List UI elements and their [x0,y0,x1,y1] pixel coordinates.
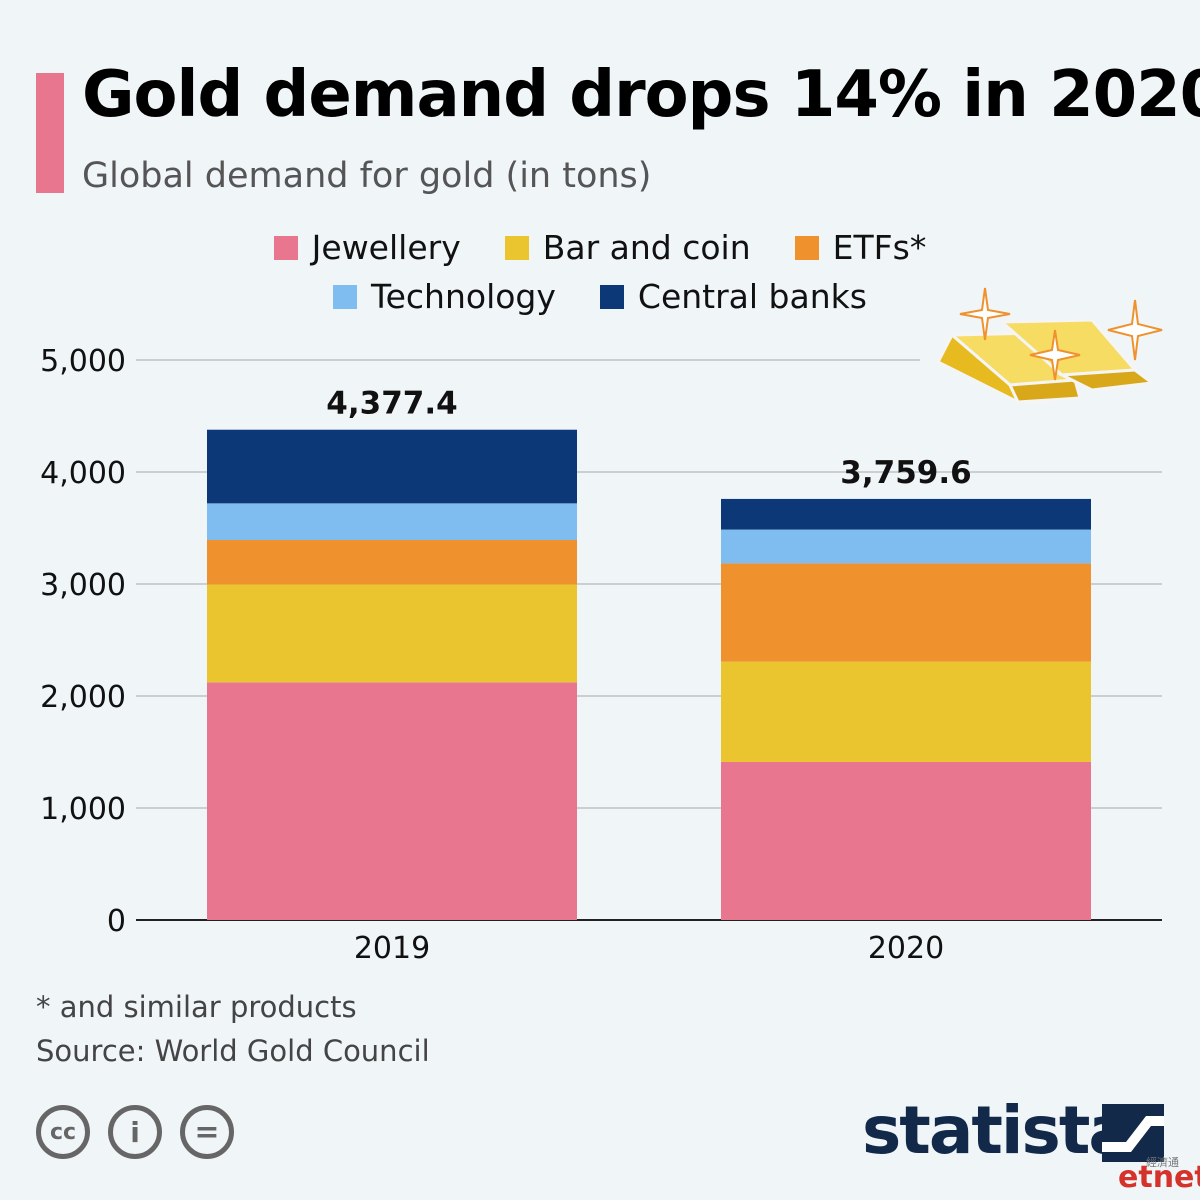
bar-segment-etfs-2019 [207,539,577,585]
legend-item-etfs: ETFs* [794,228,927,267]
y-tick-label: 0 [107,904,126,939]
nd-equals-icon[interactable]: = [180,1105,234,1159]
bar-segment-technology-2020 [721,529,1091,564]
gold-bars-illustration-icon [935,287,1163,406]
total-label-2019: 4,377.4 [326,386,457,422]
bars [207,429,1091,920]
x-axis-tick-labels: 2019 2020 [354,931,944,966]
chart-subtitle: Global demand for gold (in tons) [82,156,652,196]
y-axis-tick-labels: 0 1,000 2,000 3,000 4,000 5,000 [40,344,126,939]
legend-row-2: Technology Central banks [0,277,1200,316]
statista-logo[interactable]: statista [862,1092,1133,1169]
bar-segment-central-banks-2020 [721,498,1091,530]
watermark-chinese: 經濟通 [1146,1156,1179,1169]
y-tick-label: 1,000 [40,792,126,827]
by-person-icon-glyph: i [130,1115,140,1149]
legend-label-jewellery: Jewellery [311,228,461,267]
x-tick-label-2020: 2020 [868,931,944,966]
y-tick-label: 2,000 [40,680,126,715]
bar-segment-jewellery-2020 [721,761,1091,920]
legend-row-1: Jewellery Bar and coin ETFs* [0,228,1200,267]
legend-item-jewellery: Jewellery [273,228,461,267]
etnet-watermark: etnet [1118,1160,1200,1195]
total-labels: 4,377.4 3,759.6 [326,386,971,491]
legend-label-etfs: ETFs* [832,228,927,267]
bar-segment-jewellery-2019 [207,682,577,920]
y-tick-label: 3,000 [40,568,126,603]
legend-item-bar-and-coin: Bar and coin [504,228,751,267]
legend-item-central-banks: Central banks [599,277,867,316]
legend-item-technology: Technology [333,277,556,316]
title-accent-bar [36,73,64,193]
legend-swatch-etfs [794,235,819,260]
legend-label-bar-and-coin: Bar and coin [542,228,751,267]
x-tick-label-2019: 2019 [354,931,430,966]
stacked-bar-chart: 0 1,000 2,000 3,000 4,000 5,000 2019 2020 4,37… [40,287,1163,966]
bar-segment-central-banks-2019 [207,429,577,504]
legend-label-technology: Technology [371,277,556,316]
legend: Jewellery Bar and coin ETFs* Technology … [0,228,1200,326]
legend-swatch-central-banks [599,284,624,309]
by-person-icon[interactable]: i [108,1105,162,1159]
legend-swatch-technology [333,284,358,309]
bar-segment-etfs-2020 [721,563,1091,662]
legend-swatch-jewellery [273,235,298,260]
cc-icon-glyph: cc [49,1119,77,1145]
statista-logo-icon [1102,1104,1164,1162]
bar-segment-technology-2019 [207,503,577,540]
legend-label-central-banks: Central banks [637,277,867,316]
bar-segment-bar-and-coin-2019 [207,584,577,683]
legend-swatch-bar-and-coin [504,235,529,260]
footnote: * and similar products [36,990,357,1024]
bar-segment-bar-and-coin-2020 [721,661,1091,762]
total-label-2020: 3,759.6 [840,455,971,491]
y-tick-label: 5,000 [40,344,126,379]
nd-equals-icon-glyph: = [194,1114,220,1150]
y-tick-label: 4,000 [40,456,126,491]
source-note: Source: World Gold Council [36,1034,430,1068]
chart-title: Gold demand drops 14% in 2020 [82,58,1200,132]
cc-icon[interactable]: cc [36,1105,90,1159]
